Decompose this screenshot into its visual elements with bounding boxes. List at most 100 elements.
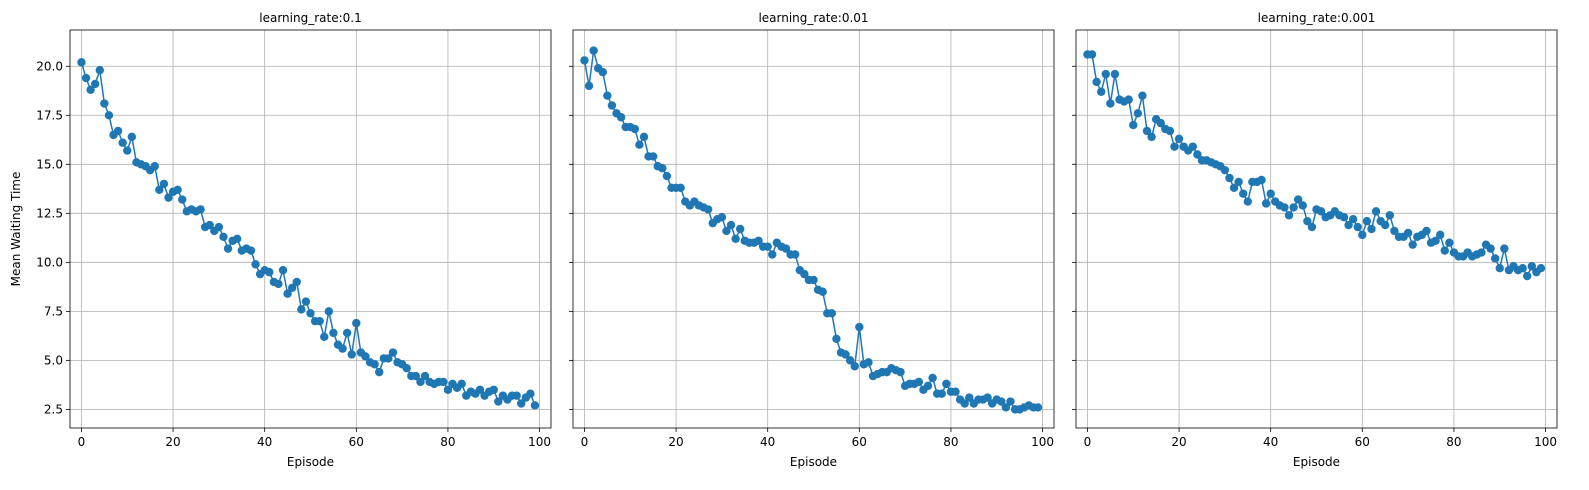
x-axis-label: Episode bbox=[1293, 455, 1340, 469]
data-point bbox=[1129, 120, 1138, 130]
data-point bbox=[1156, 118, 1165, 128]
x-tick-label: 80 bbox=[1446, 435, 1461, 449]
x-tick-label: 100 bbox=[528, 435, 551, 449]
data-point bbox=[123, 146, 132, 155]
x-tick-label: 20 bbox=[668, 435, 683, 449]
data-point bbox=[768, 250, 777, 259]
data-point bbox=[1284, 211, 1294, 220]
data-point bbox=[155, 185, 164, 194]
data-point bbox=[1239, 189, 1248, 198]
data-point bbox=[635, 140, 644, 149]
data-point bbox=[457, 379, 466, 389]
data-point bbox=[1316, 207, 1326, 216]
data-point bbox=[278, 265, 288, 275]
data-point bbox=[1348, 214, 1358, 224]
data-point bbox=[1001, 403, 1011, 412]
data-point bbox=[1110, 69, 1120, 79]
data-point bbox=[196, 205, 205, 214]
data-point bbox=[420, 371, 430, 381]
data-point bbox=[965, 393, 974, 402]
data-point bbox=[361, 352, 370, 361]
data-point bbox=[1403, 228, 1413, 238]
data-point bbox=[983, 393, 992, 402]
data-point bbox=[722, 226, 731, 236]
data-point bbox=[1477, 248, 1486, 257]
y-tick-label: 15.0 bbox=[36, 157, 63, 171]
data-point bbox=[790, 250, 800, 259]
data-point bbox=[1133, 109, 1143, 118]
data-point bbox=[630, 124, 640, 134]
data-point bbox=[754, 236, 763, 245]
data-point bbox=[494, 397, 503, 406]
x-tick-label: 40 bbox=[257, 435, 272, 449]
data-point bbox=[731, 234, 740, 244]
y-tick-label: 12.5 bbox=[36, 206, 63, 220]
data-point bbox=[1087, 50, 1097, 59]
data-point bbox=[475, 385, 485, 394]
data-point bbox=[159, 179, 169, 189]
data-point bbox=[832, 334, 841, 343]
x-tick-label: 60 bbox=[349, 435, 364, 449]
chart-title: learning_rate:0.001 bbox=[1258, 11, 1376, 25]
data-point bbox=[104, 111, 114, 120]
chart-title: learning_rate:0.01 bbox=[758, 11, 868, 25]
data-point bbox=[297, 305, 306, 314]
data-point bbox=[1353, 222, 1362, 232]
data-point bbox=[845, 356, 855, 365]
x-tick-label: 20 bbox=[1171, 435, 1186, 449]
y-tick-label: 7.5 bbox=[44, 304, 63, 318]
data-point bbox=[1495, 264, 1504, 273]
data-point bbox=[818, 287, 827, 296]
data-point bbox=[896, 367, 905, 377]
data-point bbox=[960, 399, 969, 408]
data-point bbox=[233, 234, 242, 244]
data-point bbox=[1293, 195, 1303, 204]
data-point bbox=[178, 195, 187, 204]
x-tick-label: 80 bbox=[943, 435, 958, 449]
data-point bbox=[443, 385, 453, 394]
data-point bbox=[1435, 230, 1445, 240]
data-point bbox=[1362, 216, 1372, 226]
data-point bbox=[1298, 201, 1307, 210]
x-tick-label: 100 bbox=[1031, 435, 1054, 449]
data-point bbox=[603, 91, 612, 100]
y-tick-label: 10.0 bbox=[36, 255, 63, 269]
data-point bbox=[1266, 189, 1275, 198]
data-point bbox=[223, 244, 233, 253]
plot-frame bbox=[69, 29, 552, 429]
data-point bbox=[923, 381, 933, 391]
data-point bbox=[841, 350, 850, 359]
data-point bbox=[928, 373, 937, 383]
data-point bbox=[86, 85, 95, 94]
data-point bbox=[113, 126, 123, 136]
data-point bbox=[517, 399, 526, 408]
data-point bbox=[1358, 230, 1367, 240]
data-point bbox=[942, 379, 951, 389]
data-point bbox=[1536, 264, 1546, 273]
data-point bbox=[662, 171, 672, 181]
data-point bbox=[850, 362, 859, 371]
data-point bbox=[95, 65, 104, 75]
data-point bbox=[287, 283, 297, 293]
x-tick-label: 20 bbox=[165, 435, 180, 449]
data-point bbox=[726, 220, 736, 230]
data-point bbox=[127, 132, 137, 142]
y-axis-label: Mean Waiting Time bbox=[9, 172, 23, 287]
data-point bbox=[77, 58, 86, 67]
x-tick-label: 100 bbox=[1534, 435, 1557, 449]
data-point bbox=[489, 385, 498, 394]
data-point bbox=[274, 279, 283, 289]
data-point bbox=[1257, 175, 1266, 185]
data-point bbox=[1174, 134, 1184, 144]
data-point bbox=[219, 232, 228, 242]
data-point bbox=[1431, 236, 1440, 245]
data-point bbox=[439, 377, 448, 387]
data-point bbox=[648, 152, 658, 161]
data-point bbox=[375, 367, 384, 377]
data-point bbox=[1220, 165, 1230, 175]
data-point bbox=[1165, 126, 1175, 136]
data-point bbox=[1371, 207, 1381, 216]
data-point bbox=[1234, 177, 1243, 187]
data-point bbox=[1280, 203, 1289, 212]
data-point bbox=[100, 99, 109, 108]
